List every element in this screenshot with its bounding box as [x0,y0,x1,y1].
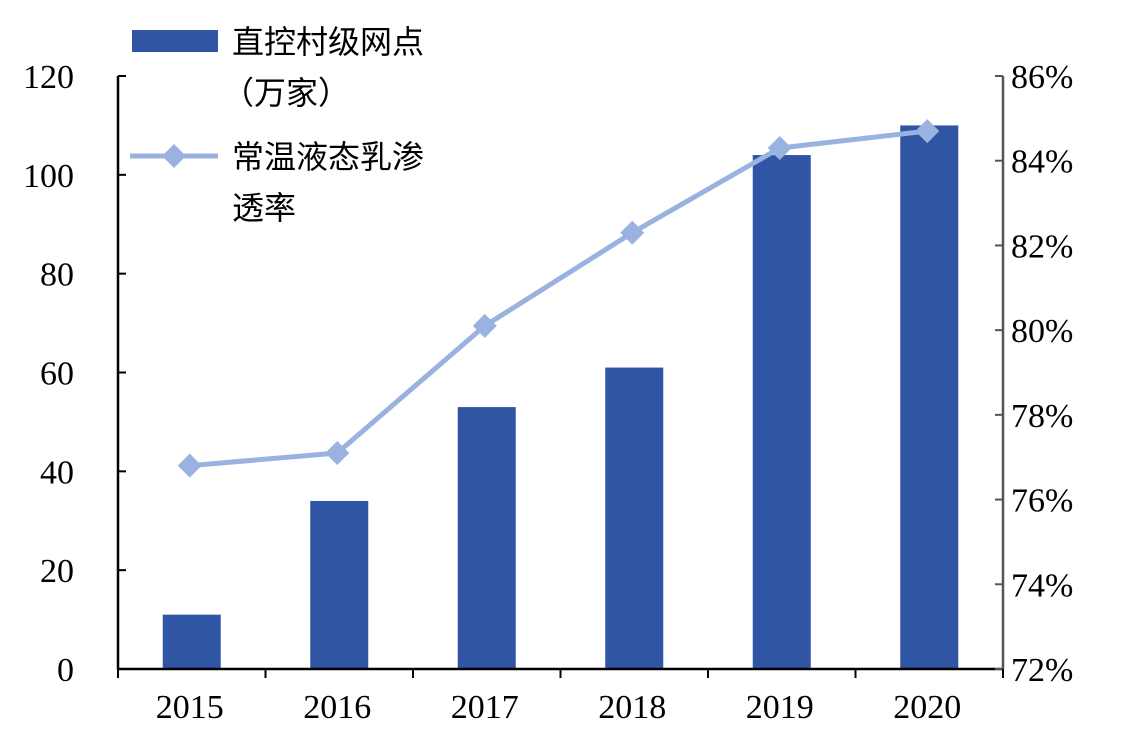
line-marker-2016 [325,440,350,465]
bar-2017 [457,407,516,669]
line-layer [177,119,940,478]
legend-line-label-line2: 透率 [232,189,296,227]
y-left-tick-label: 20 [40,553,74,590]
legend: 直控村级网点 （万家） 常温液态乳渗 透率 [130,23,424,227]
y-right-tick-label: 72% [1011,652,1073,689]
legend-line-marker [162,144,186,168]
y-right-tick-label: 86% [1011,59,1073,96]
line-marker-2015 [177,453,202,478]
legend-line-label-line1: 常温液态乳渗 [232,138,424,176]
line-marker-2020 [915,119,940,144]
x-tick-label: 2018 [598,689,666,726]
x-tick-label: 2016 [303,689,371,726]
x-tick-label: 2017 [451,689,519,726]
bar-2019 [752,155,811,670]
bar-2015 [162,614,221,669]
bar-2018 [605,367,664,669]
y-left-tick-label: 120 [23,59,74,96]
y-right-tick-label: 82% [1011,228,1073,265]
legend-bar-label-line1: 直控村级网点 [232,23,424,61]
y-right-tick-label: 84% [1011,144,1073,181]
y-left-tick-label: 80 [40,257,74,294]
x-tick-label: 2020 [893,689,961,726]
y-left-tick-label: 100 [23,158,74,195]
legend-bar-swatch [132,30,218,52]
x-tick-label: 2015 [156,689,224,726]
y-right-tick-label: 76% [1011,483,1073,520]
bars-layer [162,125,959,670]
line-marker-2018 [620,220,645,245]
bar-2016 [310,500,369,669]
bar-2020 [900,125,959,669]
axes-layer: 0 20 40 60 80 100 120 72% 74% 76% 78% 80% 82% 84% 86% 2… [23,59,1073,726]
y-right-tick-label: 80% [1011,313,1073,350]
line-marker-2019 [767,136,792,161]
y-left-tick-label: 0 [57,652,74,689]
legend-bar-label-line2: （万家） [222,74,350,112]
y-left-tick-label: 60 [40,356,74,393]
penetration-line [189,128,928,469]
y-left-tick-label: 40 [40,454,74,491]
line-marker-2017 [472,313,497,338]
y-right-tick-label: 78% [1011,398,1073,435]
y-right-tick-label: 74% [1011,567,1073,604]
x-tick-label: 2019 [746,689,814,726]
